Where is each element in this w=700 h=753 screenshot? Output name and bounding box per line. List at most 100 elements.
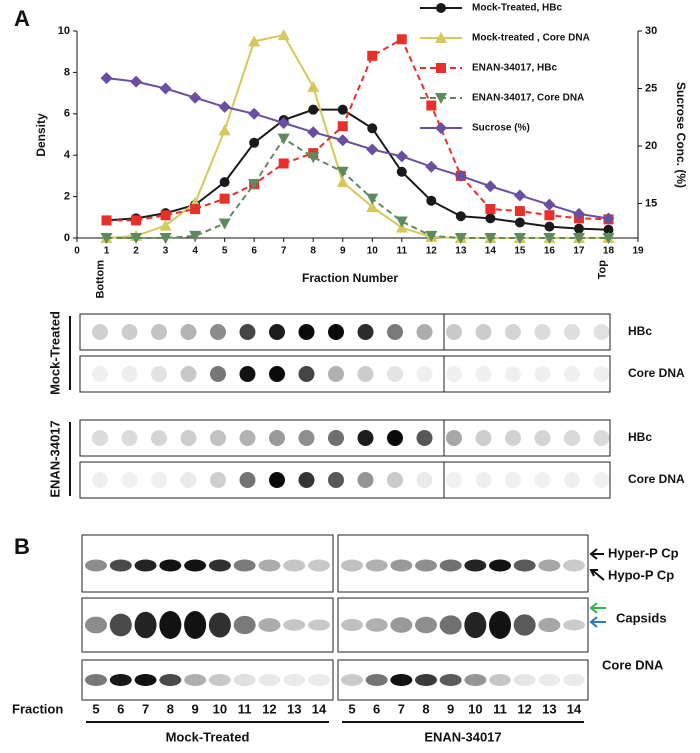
marker [544,210,555,221]
x-tick-label: 18 [603,246,615,257]
gel-band [390,617,413,633]
gel-band [134,611,157,639]
blot-dot [446,472,462,488]
gel-band [513,674,536,686]
marker [219,177,230,188]
marker [396,166,407,177]
fraction-number: 5 [92,701,99,716]
marker [513,233,526,244]
group-label: ENAN-34017 [424,729,501,744]
x-tick-label: 10 [367,246,379,257]
gel-band [365,618,388,632]
blot-dot [121,430,138,446]
marker [603,224,614,235]
blot-dot [593,430,610,446]
x-tick-label: 7 [281,246,287,257]
gel-band [85,674,107,686]
panel-label: B [14,534,30,559]
marker [130,75,143,88]
marker [396,34,407,45]
y-tick-label: 10 [58,25,70,37]
marker [189,91,202,104]
marker [436,3,446,13]
y2-tick-label: 25 [645,82,657,94]
arrow [589,569,605,581]
blot-dot [475,430,492,446]
blot-dot [239,366,256,382]
blot-dot [92,472,108,488]
blot-dot [534,430,551,446]
marker [573,223,584,234]
blot-dot [446,430,462,446]
group-label: Mock-Treated [47,311,62,395]
fraction-number: 12 [517,701,531,716]
gel-band [233,674,256,686]
fraction-number: 7 [142,701,149,716]
marker [543,198,556,211]
blot-dot [387,430,403,446]
x-tick-label: 3 [163,246,169,257]
x-tick-label: 4 [192,246,198,257]
gel-band [283,674,306,686]
gel-band [341,559,363,572]
gel-band [159,674,182,686]
blot-dot [446,324,462,340]
x-axis-label: Fraction Number [302,271,398,285]
row-label: HBc [628,430,652,444]
gel-band [109,674,132,686]
blot-dot [328,430,344,446]
marker [367,123,378,134]
x-tick-label: 9 [340,246,346,257]
marker [100,233,113,244]
band-label: Hypo-P Cp [608,567,674,582]
marker [218,100,231,113]
arrow [589,616,606,628]
blot-dot [357,472,374,488]
fraction-number: 9 [191,701,198,716]
gel-band [464,674,487,686]
marker [513,189,526,202]
gel-box [337,597,589,653]
marker [130,233,143,244]
marker [426,195,437,206]
x-end-label: Bottom [94,260,106,299]
gel-band [308,559,330,572]
marker [336,134,349,147]
marker [514,217,525,228]
gel-band [85,616,107,634]
blot-dot [121,366,138,382]
gel-band [184,674,207,686]
blot-dot [298,324,315,340]
fraction-number: 10 [213,701,227,716]
marker [159,82,172,95]
marker [425,230,438,242]
blot-dot [269,324,285,340]
blot-dot [357,324,374,340]
row-label: HBc [628,324,652,338]
y-tick-label: 0 [64,232,70,244]
blot-dot [151,472,167,488]
gel-band [208,674,231,686]
blot-dot [446,366,462,382]
x-tick-label: 6 [251,246,257,257]
gel-band [258,559,281,572]
marker [435,93,447,104]
gel-band [513,614,536,636]
blot-dot [475,472,492,488]
marker [248,179,261,191]
y-tick-label: 2 [64,191,70,203]
marker [425,160,438,173]
row-label: Core DNA [628,472,685,486]
gel-band [489,559,511,572]
blot-dot [505,472,521,488]
blot-dot [210,366,226,382]
marker [435,32,447,43]
y2-tick-label: 20 [645,140,657,152]
marker [277,117,290,129]
gel-band [308,674,330,686]
gel-band [390,559,413,572]
gel-band [415,616,437,634]
blot-dot [593,324,610,340]
marker [572,207,585,220]
blot-dot [210,324,226,340]
